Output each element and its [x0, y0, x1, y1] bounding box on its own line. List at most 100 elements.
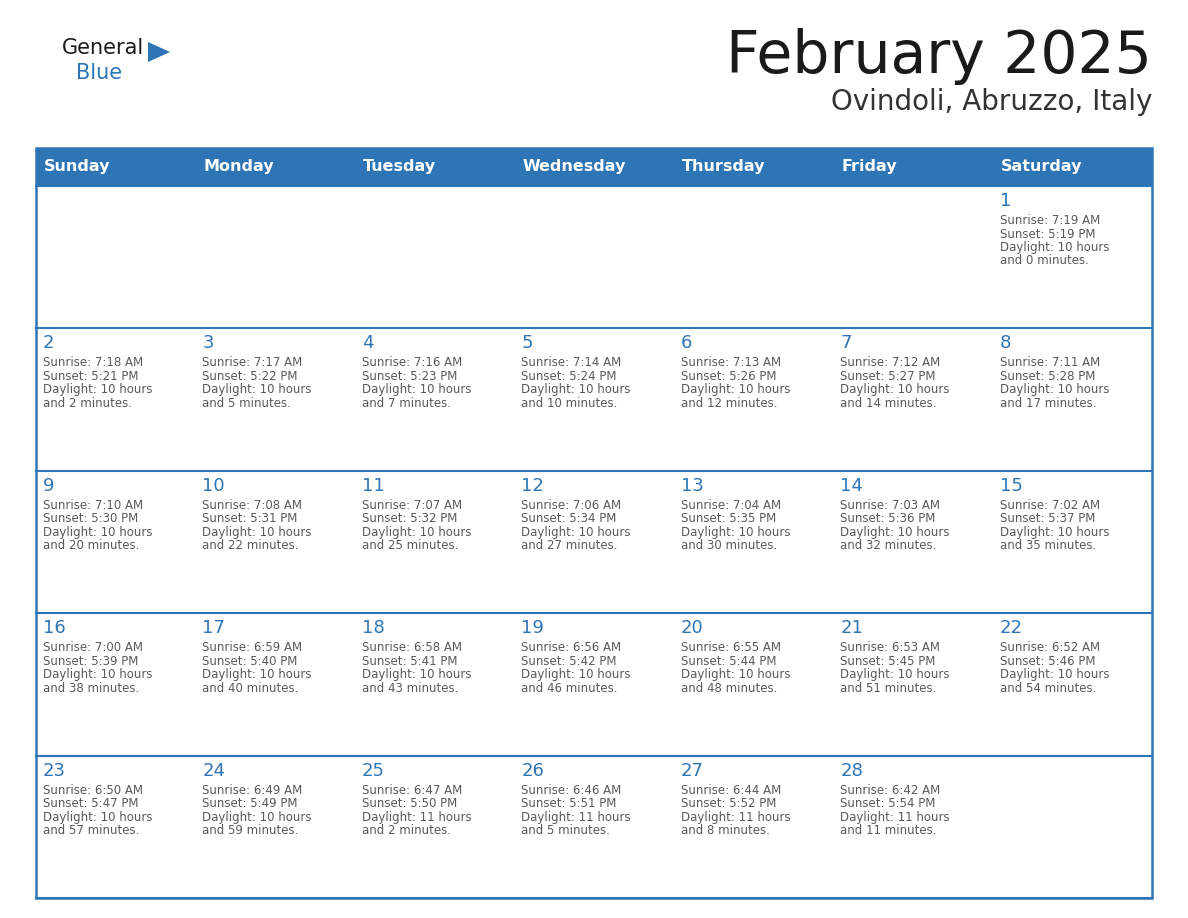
Text: and 46 minutes.: and 46 minutes. [522, 682, 618, 695]
Text: Daylight: 10 hours: Daylight: 10 hours [362, 526, 472, 539]
Text: and 20 minutes.: and 20 minutes. [43, 539, 139, 553]
Text: 25: 25 [362, 762, 385, 779]
Text: Sunset: 5:54 PM: Sunset: 5:54 PM [840, 797, 935, 810]
Text: Daylight: 10 hours: Daylight: 10 hours [840, 668, 949, 681]
Text: 20: 20 [681, 620, 703, 637]
Text: and 8 minutes.: and 8 minutes. [681, 824, 770, 837]
Text: 19: 19 [522, 620, 544, 637]
Bar [514, 148, 674, 186]
Bar [833, 329, 992, 471]
Text: Monday: Monday [203, 160, 274, 174]
Text: and 10 minutes.: and 10 minutes. [522, 397, 618, 410]
Bar [674, 613, 833, 756]
Text: and 30 minutes.: and 30 minutes. [681, 539, 777, 553]
Text: Sunrise: 7:17 AM: Sunrise: 7:17 AM [202, 356, 303, 369]
Text: Sunrise: 7:19 AM: Sunrise: 7:19 AM [999, 214, 1100, 227]
Bar [833, 186, 992, 329]
Text: Thursday: Thursday [682, 160, 765, 174]
Bar [833, 756, 992, 898]
Bar [36, 186, 196, 329]
Text: Sunrise: 6:49 AM: Sunrise: 6:49 AM [202, 784, 303, 797]
Text: Sunset: 5:32 PM: Sunset: 5:32 PM [362, 512, 457, 525]
Text: Daylight: 10 hours: Daylight: 10 hours [999, 241, 1110, 254]
Text: Sunset: 5:51 PM: Sunset: 5:51 PM [522, 797, 617, 810]
Text: Sunset: 5:28 PM: Sunset: 5:28 PM [999, 370, 1095, 383]
Text: Daylight: 11 hours: Daylight: 11 hours [840, 811, 949, 823]
Text: and 40 minutes.: and 40 minutes. [202, 682, 299, 695]
Bar [992, 471, 1152, 613]
Text: and 2 minutes.: and 2 minutes. [362, 824, 451, 837]
Text: Sunset: 5:34 PM: Sunset: 5:34 PM [522, 512, 617, 525]
Text: 13: 13 [681, 476, 703, 495]
Text: and 27 minutes.: and 27 minutes. [522, 539, 618, 553]
Text: Sunset: 5:44 PM: Sunset: 5:44 PM [681, 655, 776, 667]
Text: General: General [62, 38, 144, 58]
Text: 11: 11 [362, 476, 385, 495]
Text: and 43 minutes.: and 43 minutes. [362, 682, 459, 695]
Text: Sunset: 5:39 PM: Sunset: 5:39 PM [43, 655, 138, 667]
Text: Saturday: Saturday [1000, 160, 1082, 174]
Text: Sunrise: 6:58 AM: Sunrise: 6:58 AM [362, 641, 462, 655]
Text: Sunset: 5:21 PM: Sunset: 5:21 PM [43, 370, 139, 383]
Text: Sunrise: 6:44 AM: Sunrise: 6:44 AM [681, 784, 781, 797]
Text: Sunset: 5:52 PM: Sunset: 5:52 PM [681, 797, 776, 810]
Text: Sunrise: 7:07 AM: Sunrise: 7:07 AM [362, 498, 462, 512]
Text: Sunset: 5:35 PM: Sunset: 5:35 PM [681, 512, 776, 525]
Text: 15: 15 [999, 476, 1023, 495]
Bar [992, 613, 1152, 756]
Bar [992, 329, 1152, 471]
Text: Daylight: 10 hours: Daylight: 10 hours [43, 811, 152, 823]
Text: Sunset: 5:26 PM: Sunset: 5:26 PM [681, 370, 776, 383]
Text: Daylight: 10 hours: Daylight: 10 hours [522, 384, 631, 397]
Text: and 22 minutes.: and 22 minutes. [202, 539, 299, 553]
Text: Daylight: 11 hours: Daylight: 11 hours [681, 811, 790, 823]
Bar [355, 186, 514, 329]
Text: Sunset: 5:45 PM: Sunset: 5:45 PM [840, 655, 935, 667]
Text: Friday: Friday [841, 160, 897, 174]
Bar [36, 329, 196, 471]
Text: and 7 minutes.: and 7 minutes. [362, 397, 451, 410]
Text: and 5 minutes.: and 5 minutes. [522, 824, 611, 837]
Text: Sunrise: 6:55 AM: Sunrise: 6:55 AM [681, 641, 781, 655]
Text: 14: 14 [840, 476, 862, 495]
Text: and 2 minutes.: and 2 minutes. [43, 397, 132, 410]
Text: 9: 9 [43, 476, 55, 495]
Text: Sunset: 5:47 PM: Sunset: 5:47 PM [43, 797, 139, 810]
Text: 17: 17 [202, 620, 226, 637]
Text: Daylight: 10 hours: Daylight: 10 hours [362, 668, 472, 681]
Text: Wednesday: Wednesday [523, 160, 626, 174]
Bar [833, 148, 992, 186]
Text: 18: 18 [362, 620, 385, 637]
Text: Sunday: Sunday [44, 160, 110, 174]
Bar [355, 148, 514, 186]
Text: Sunset: 5:36 PM: Sunset: 5:36 PM [840, 512, 935, 525]
Text: Daylight: 10 hours: Daylight: 10 hours [362, 384, 472, 397]
Text: and 35 minutes.: and 35 minutes. [999, 539, 1095, 553]
Bar [36, 613, 196, 756]
Text: 23: 23 [43, 762, 67, 779]
Text: Sunset: 5:41 PM: Sunset: 5:41 PM [362, 655, 457, 667]
Text: 8: 8 [999, 334, 1011, 353]
Text: and 11 minutes.: and 11 minutes. [840, 824, 936, 837]
Text: and 59 minutes.: and 59 minutes. [202, 824, 299, 837]
Bar [833, 471, 992, 613]
Text: Sunrise: 7:03 AM: Sunrise: 7:03 AM [840, 498, 940, 512]
Bar [196, 471, 355, 613]
Bar [514, 186, 674, 329]
Text: Sunset: 5:27 PM: Sunset: 5:27 PM [840, 370, 936, 383]
Text: February 2025: February 2025 [726, 28, 1152, 85]
Text: 24: 24 [202, 762, 226, 779]
Text: Sunrise: 7:18 AM: Sunrise: 7:18 AM [43, 356, 143, 369]
Text: 28: 28 [840, 762, 862, 779]
Text: Sunset: 5:46 PM: Sunset: 5:46 PM [999, 655, 1095, 667]
Text: Blue: Blue [76, 63, 122, 83]
Text: Sunset: 5:42 PM: Sunset: 5:42 PM [522, 655, 617, 667]
Bar [674, 186, 833, 329]
Text: Sunset: 5:22 PM: Sunset: 5:22 PM [202, 370, 298, 383]
Text: Daylight: 10 hours: Daylight: 10 hours [999, 384, 1110, 397]
Text: Sunset: 5:49 PM: Sunset: 5:49 PM [202, 797, 298, 810]
Text: Sunset: 5:40 PM: Sunset: 5:40 PM [202, 655, 298, 667]
Bar [674, 471, 833, 613]
Text: Sunrise: 7:14 AM: Sunrise: 7:14 AM [522, 356, 621, 369]
Bar [674, 756, 833, 898]
